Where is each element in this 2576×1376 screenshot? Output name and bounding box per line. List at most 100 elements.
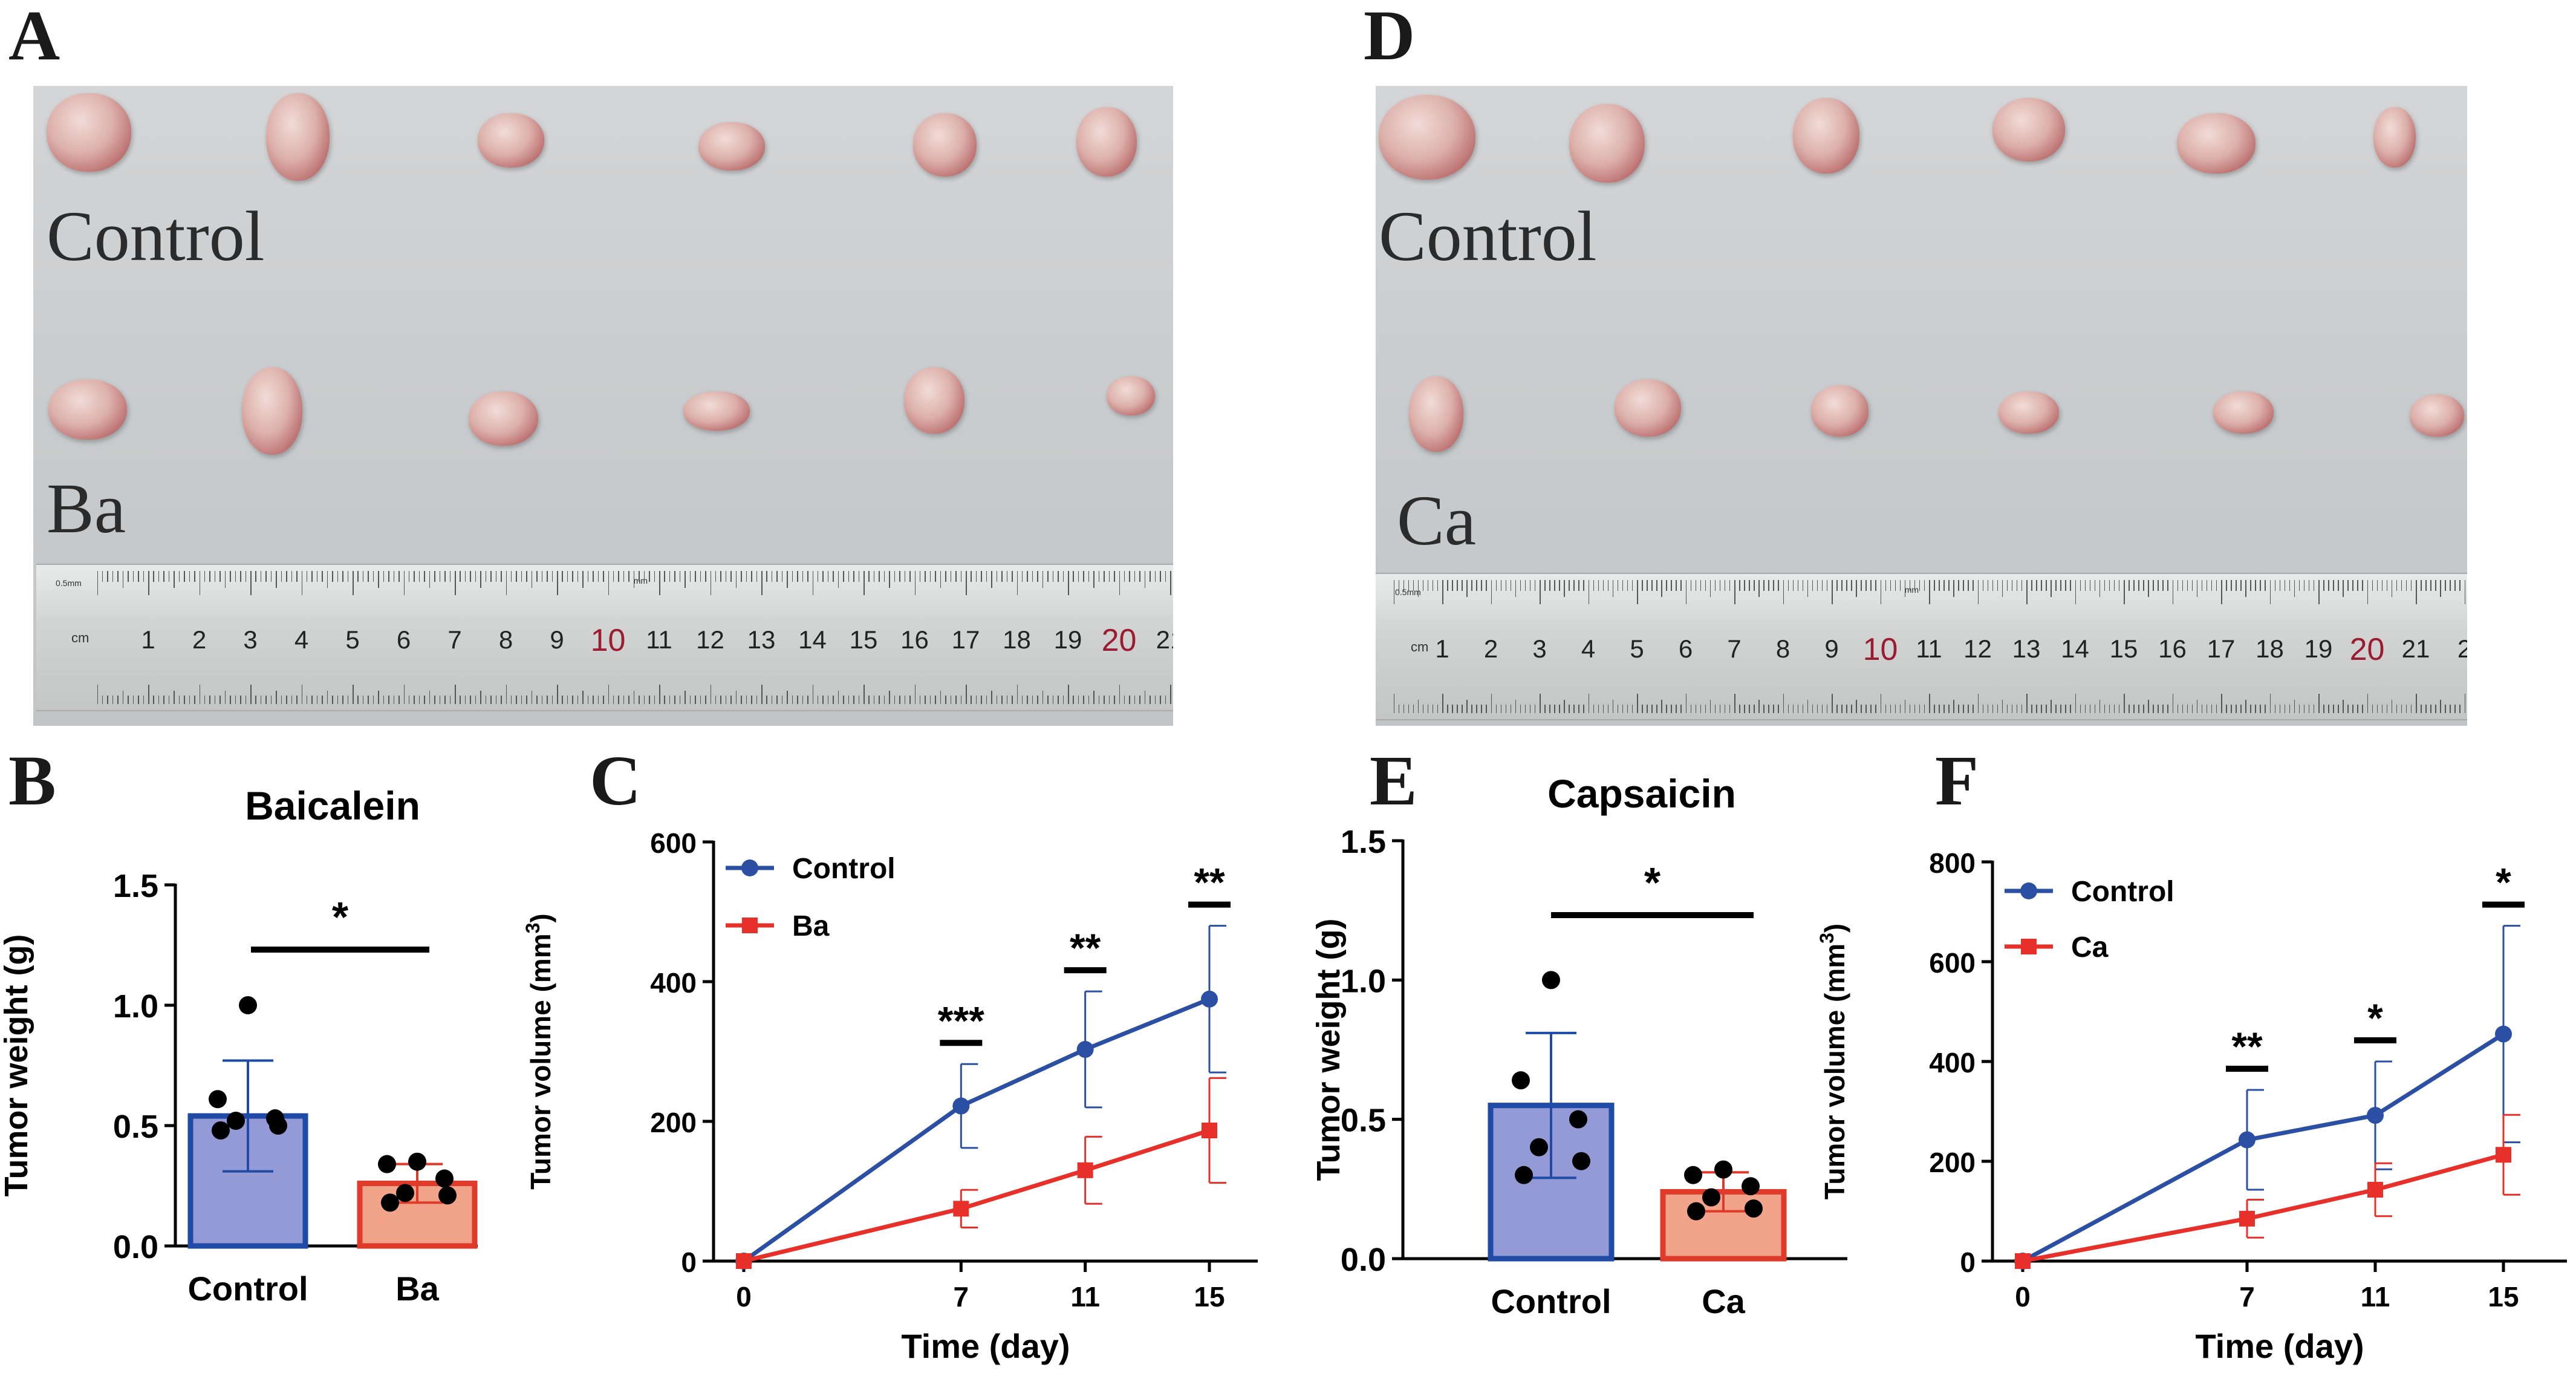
data-point — [2495, 1025, 2512, 1043]
ruler-tick — [194, 695, 195, 704]
ruler-tick — [1052, 695, 1054, 704]
ruler-tick — [2343, 580, 2344, 597]
ruler-tick — [2308, 580, 2310, 591]
ruler-tick — [674, 695, 675, 704]
ruler-tick — [1559, 704, 1560, 713]
ruler-tick — [2308, 704, 2310, 713]
ruler-tick — [1802, 580, 1804, 591]
ruler-tick — [2333, 704, 2334, 713]
tumor-specimen — [1379, 95, 1475, 180]
ruler-tick — [787, 571, 788, 588]
ruler-tick — [286, 571, 287, 582]
ruler-tick — [230, 695, 231, 704]
ruler-number: 2 — [192, 625, 207, 654]
ruler-tick — [2026, 580, 2028, 604]
ruler-tick — [725, 695, 727, 704]
ruler-tick — [1778, 704, 1779, 713]
ruler-tick — [1124, 695, 1125, 704]
ruler-tick — [1549, 580, 1550, 591]
series-line-ba — [743, 1128, 1211, 1264]
ruler-tick — [2226, 704, 2227, 713]
ruler-tick — [1021, 571, 1023, 582]
ruler-tick — [1139, 695, 1140, 704]
data-point — [1201, 990, 1218, 1008]
ruler-tick — [2260, 580, 2261, 591]
ruler-tick — [587, 571, 589, 582]
ruler-tick — [679, 695, 681, 704]
ruler-tick — [1170, 685, 1171, 704]
ruler-tick — [827, 695, 829, 704]
ruler-tick — [2167, 580, 2168, 591]
ruler-tick — [311, 571, 313, 582]
ruler-tick — [2089, 704, 2091, 713]
ruler-tick — [797, 571, 798, 582]
ruler-tick — [1578, 580, 1579, 591]
ruler-tick — [2060, 704, 2061, 713]
ruler-tick — [1924, 704, 1925, 713]
ruler-number: 9 — [1824, 634, 1839, 663]
ruler-tick — [2016, 704, 2018, 713]
ruler-tick — [2216, 704, 2217, 713]
ruler-tick — [1408, 580, 1410, 591]
ruler-tick — [1734, 694, 1735, 713]
ruler-tick — [1919, 704, 1921, 713]
ruler-tick — [455, 571, 456, 595]
ruler-tick — [1006, 571, 1008, 582]
tumor-specimen — [48, 379, 127, 440]
data-point — [1714, 1160, 1732, 1179]
ruler-tick — [178, 571, 180, 582]
ruler-tick — [2236, 704, 2237, 713]
ruler-tick — [1027, 695, 1028, 704]
ruler-tick — [577, 695, 579, 704]
ruler-tick — [1593, 704, 1595, 713]
ruler-tick — [2094, 580, 2096, 591]
ruler-tick — [2245, 580, 2246, 597]
ruler-tick — [1870, 580, 1872, 591]
ruler-tick — [1442, 580, 1443, 604]
ruler-tick — [117, 571, 119, 582]
y-tick-label: 200 — [650, 1107, 697, 1138]
ruler-tick — [557, 571, 558, 595]
ruler-tick — [1598, 704, 1599, 713]
significance-mark: ** — [1070, 925, 1101, 970]
ruler-tick — [654, 571, 655, 582]
ruler-tick — [756, 695, 758, 704]
ruler-tick — [536, 571, 538, 582]
ruler-tick — [649, 695, 650, 704]
ruler-tick — [2191, 580, 2193, 591]
ruler-number: 17 — [951, 625, 980, 654]
ruler-tick — [1904, 580, 1906, 597]
ruler-tick — [2113, 704, 2115, 713]
ruler-tick — [2070, 580, 2071, 591]
photo-group-label-control: Control — [1379, 197, 1597, 276]
ruler-tick — [265, 695, 267, 704]
ruler-tick — [2011, 580, 2013, 591]
ruler-tick — [2060, 580, 2061, 591]
ruler-tick — [1495, 580, 1497, 591]
tumor-specimen — [1793, 98, 1859, 174]
ruler-tick — [639, 571, 640, 582]
ruler-tick — [975, 571, 977, 582]
ruler-tick — [848, 695, 850, 704]
ruler-tick — [1758, 580, 1760, 597]
ruler-tick — [1939, 704, 1940, 713]
ruler-tick — [128, 695, 129, 704]
ruler-tick — [353, 571, 354, 595]
ruler-tick — [807, 695, 808, 704]
ruler-tick — [746, 695, 747, 704]
ruler-tick — [1491, 694, 1492, 713]
ruler-tick — [347, 695, 349, 704]
ruler-tick — [720, 571, 721, 582]
ruler-tick — [608, 685, 609, 704]
y-axis-label: Tumor volume (mm3) — [1816, 924, 1850, 1200]
ruler-tick — [148, 685, 149, 704]
ruler-tick — [1607, 580, 1609, 591]
ruler-tick — [199, 685, 200, 704]
ruler-tick — [1457, 704, 1458, 713]
y-axis-label: Tumor weight (g) — [1310, 919, 1347, 1181]
ruler-tick — [1705, 580, 1706, 591]
ruler-tick — [2440, 699, 2441, 713]
ruler-tick — [541, 695, 543, 704]
ruler-tick — [940, 690, 942, 704]
ruler-tick — [1505, 704, 1507, 713]
